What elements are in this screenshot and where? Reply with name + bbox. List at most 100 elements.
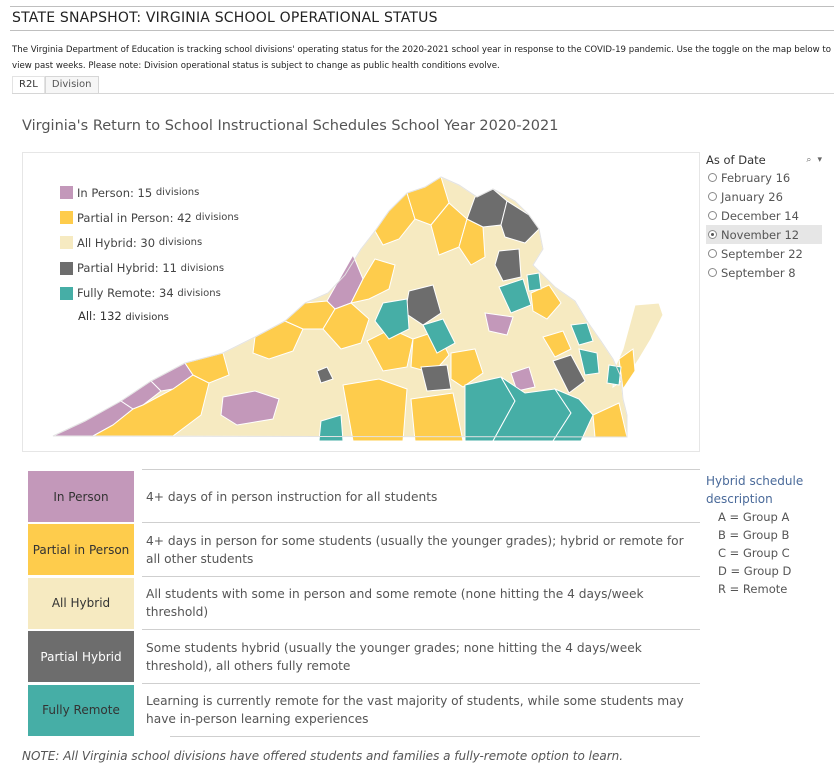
- title-rule: [10, 30, 834, 31]
- legend-label: Partial in Person:: [77, 210, 174, 225]
- top-rule: [10, 6, 834, 7]
- map-region: [606, 364, 622, 386]
- legend-item-in-person: In Person: 15 divisions: [60, 180, 239, 205]
- date-option-label: September 22: [721, 246, 803, 261]
- map-region: [498, 278, 532, 314]
- description-text: 4+ days of in person instruction for all…: [146, 489, 438, 504]
- legend-label: Partial Hybrid:: [77, 261, 159, 276]
- legend-item-partial-in-person: Partial in Person: 42 divisions: [60, 205, 239, 230]
- description-text: All students with some in person and som…: [146, 587, 644, 620]
- legend-swatch: [60, 261, 73, 275]
- view-tabs: R2L Division: [12, 76, 99, 94]
- map-region: [422, 318, 456, 354]
- date-option[interactable]: January 26: [706, 187, 822, 206]
- date-option-label: November 12: [721, 227, 800, 242]
- date-option-selected[interactable]: November 12: [706, 225, 822, 244]
- dropdown-arrow-icon[interactable]: ▾: [817, 155, 822, 165]
- map-outline: [52, 176, 628, 438]
- description-label: Partial Hybrid: [28, 631, 134, 683]
- map-region: [484, 312, 514, 336]
- hybrid-schedule-title: Hybrid schedule description: [706, 474, 804, 506]
- hybrid-schedule-item: B = Group B: [718, 528, 790, 542]
- legend-item-partial-hybrid: Partial Hybrid: 11 divisions: [60, 256, 239, 281]
- date-option-label: September 8: [721, 265, 796, 280]
- legend-unit: divisions: [158, 237, 203, 249]
- tab-division[interactable]: Division: [44, 76, 99, 94]
- description-row: Partial in Person 4+ days in person for …: [28, 522, 700, 576]
- description-row: In Person 4+ days of in person instructi…: [28, 469, 700, 522]
- legend-total: All: 132 divisions: [60, 309, 239, 323]
- legend-item-fully-remote: Fully Remote: 34 divisions: [60, 281, 239, 306]
- legend-count: 30: [140, 235, 156, 250]
- map-legend: In Person: 15 divisions Partial in Perso…: [60, 180, 239, 323]
- row-divider: [142, 469, 700, 470]
- radio-button[interactable]: [708, 192, 717, 201]
- legend-swatch: [60, 286, 73, 300]
- radio-button[interactable]: [708, 230, 717, 239]
- map-panel: [22, 152, 700, 452]
- map-region: [342, 378, 408, 442]
- status-description-table: In Person 4+ days of in person instructi…: [28, 469, 700, 737]
- map-region: [542, 330, 572, 358]
- map-region: [578, 348, 600, 376]
- row-divider: [142, 629, 700, 631]
- date-option-label: February 16: [721, 170, 791, 185]
- legend-unit: divisions: [180, 262, 225, 274]
- row-divider: [142, 682, 700, 684]
- legend-label: In Person:: [77, 185, 134, 200]
- radio-button[interactable]: [708, 173, 717, 182]
- date-option-label: January 26: [721, 189, 783, 204]
- date-option-label: December 14: [721, 208, 799, 223]
- legend-swatch: [60, 186, 73, 200]
- tab-r2l[interactable]: R2L: [12, 76, 45, 94]
- hybrid-schedule-panel: Hybrid schedule description A = Group A …: [706, 472, 830, 598]
- filter-title: As of Date: [706, 153, 766, 167]
- map-region: [410, 392, 464, 442]
- row-divider: [142, 522, 700, 524]
- virginia-map[interactable]: [23, 153, 699, 451]
- date-option[interactable]: September 8: [706, 263, 822, 282]
- map-region: [458, 218, 486, 266]
- legend-total-count: 132: [99, 308, 122, 323]
- map-region: [92, 374, 210, 437]
- search-icon[interactable]: ⌕: [806, 155, 812, 165]
- legend-count: 34: [159, 286, 174, 301]
- hybrid-schedule-item: A = Group A: [718, 510, 790, 524]
- tabs-rule: [12, 93, 834, 94]
- date-option[interactable]: September 22: [706, 244, 822, 263]
- map-region: [374, 298, 410, 340]
- legend-unit: divisions: [155, 187, 200, 199]
- radio-button[interactable]: [708, 249, 717, 258]
- intro-text: The Virginia Department of Education is …: [12, 45, 832, 71]
- viz-title: Virginia's Return to School Instructiona…: [22, 118, 559, 134]
- map-region: [350, 258, 396, 304]
- footnote: NOTE: All Virginia school divisions have…: [22, 749, 624, 763]
- date-option[interactable]: December 14: [706, 206, 822, 225]
- map-region: [510, 366, 536, 392]
- radio-button[interactable]: [708, 268, 717, 277]
- page-title: STATE SNAPSHOT: VIRGINIA SCHOOL OPERATIO…: [12, 10, 438, 26]
- description-row: Partial Hybrid Some students hybrid (usu…: [28, 629, 700, 683]
- map-region: [570, 322, 594, 346]
- description-label: All Hybrid: [28, 577, 134, 629]
- filter-tools: ⌕ ▾: [806, 155, 822, 165]
- description-label: Fully Remote: [28, 684, 134, 736]
- radio-button[interactable]: [708, 211, 717, 220]
- date-option[interactable]: February 16: [706, 168, 822, 187]
- legend-count: 11: [162, 261, 177, 276]
- table-bottom-divider: [170, 736, 700, 737]
- map-region: [494, 248, 522, 282]
- map-region: [316, 366, 334, 384]
- hybrid-schedule-item: R = Remote: [718, 582, 788, 596]
- legend-unit: divisions: [177, 287, 221, 299]
- map-region: [526, 272, 542, 292]
- legend-count: 15: [137, 185, 153, 200]
- map-region: [450, 348, 484, 388]
- legend-total-label: All:: [78, 308, 97, 323]
- description-row: All Hybrid All students with some in per…: [28, 575, 700, 629]
- description-label: Partial in Person: [28, 524, 134, 576]
- description-row: Fully Remote Learning is currently remot…: [28, 682, 700, 736]
- description-text: Learning is currently remote for the vas…: [146, 694, 684, 727]
- date-filter: As of Date ⌕ ▾ February 16 January 26 De…: [706, 152, 822, 282]
- map-region: [530, 284, 562, 320]
